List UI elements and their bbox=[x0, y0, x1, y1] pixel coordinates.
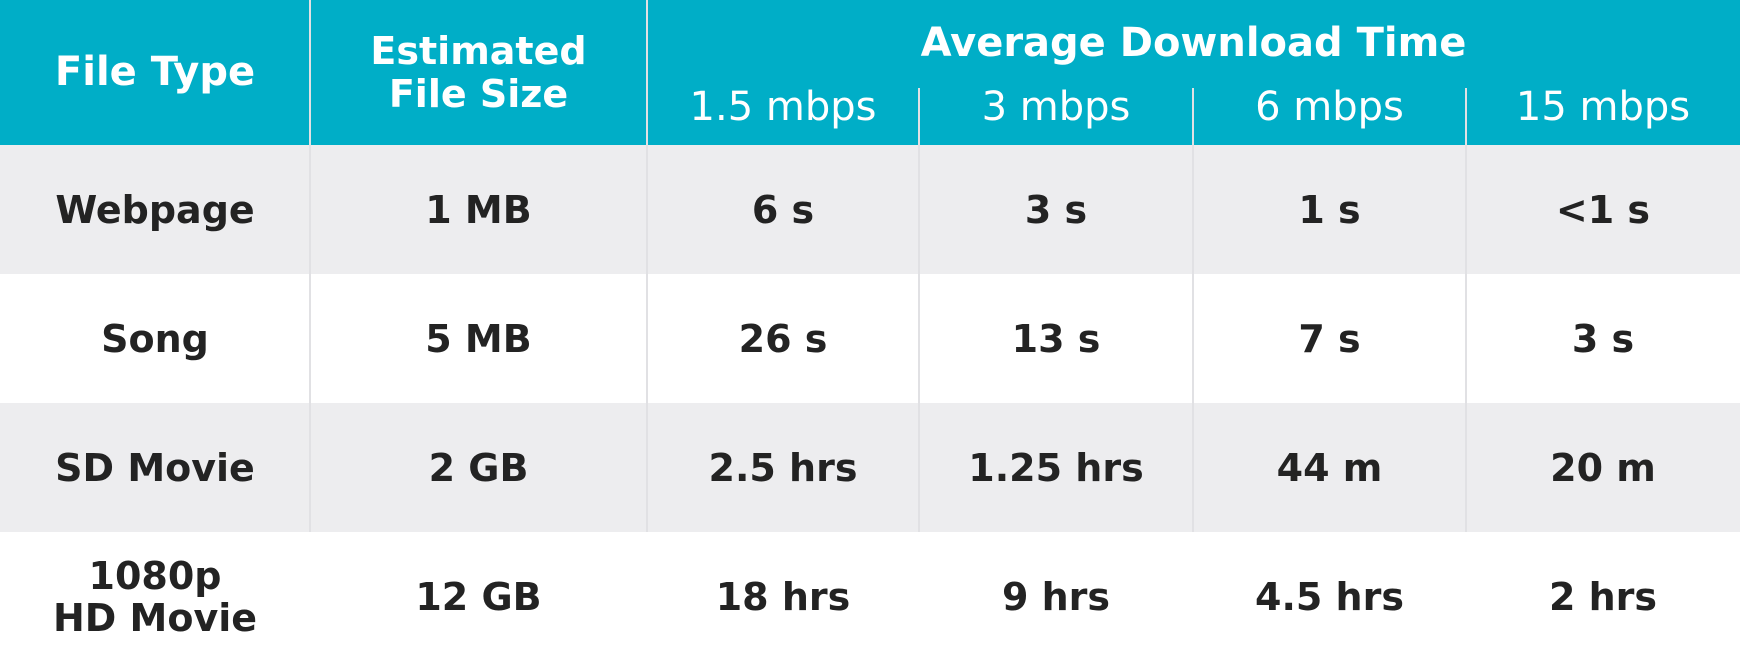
header-speed-3-mbps: 3 mbps bbox=[981, 83, 1131, 130]
header-speed-15-mbps: 15 mbps bbox=[1515, 83, 1691, 130]
cell-time-6-mbps: 4.5 hrs bbox=[1255, 574, 1404, 619]
cell-time-6-mbps: 44 m bbox=[1276, 445, 1383, 490]
cell-time-3-mbps: 13 s bbox=[1011, 316, 1101, 361]
header-average-download-time: Average Download Time bbox=[920, 19, 1467, 66]
column-divider-4 bbox=[1192, 88, 1194, 532]
table-row-webpage: Webpage 1 MB 6 s 3 s 1 s <1 s bbox=[0, 145, 1740, 274]
cell-time-1-5-mbps: 6 s bbox=[751, 187, 815, 232]
cell-time-1-5-mbps: 2.5 hrs bbox=[708, 445, 858, 490]
cell-file-size: 2 GB bbox=[428, 445, 529, 490]
cell-file-type: SD Movie bbox=[55, 445, 255, 490]
header-file-type: File Type bbox=[54, 49, 256, 95]
cell-time-3-mbps: 9 hrs bbox=[1001, 574, 1111, 619]
header-file-size-line1: Estimated bbox=[370, 28, 587, 73]
table-row-song: Song 5 MB 26 s 13 s 7 s 3 s bbox=[0, 274, 1740, 403]
table-header: File Type Estimated File Size Average Do… bbox=[0, 0, 1740, 145]
cell-time-15-mbps: 3 s bbox=[1571, 316, 1635, 361]
table-row-sd-movie: SD Movie 2 GB 2.5 hrs 1.25 hrs 44 m 20 m bbox=[0, 403, 1740, 532]
header-speed-6-mbps: 6 mbps bbox=[1255, 83, 1404, 130]
header-estimated-file-size: Estimated File Size bbox=[310, 0, 647, 145]
cell-time-15-mbps: 2 hrs bbox=[1548, 574, 1658, 619]
cell-time-3-mbps: 1.25 hrs bbox=[968, 445, 1144, 490]
cell-time-1-5-mbps: 26 s bbox=[738, 316, 828, 361]
cell-time-15-mbps: <1 s bbox=[1555, 187, 1651, 232]
cell-file-type: Song bbox=[101, 316, 209, 361]
cell-time-6-mbps: 1 s bbox=[1298, 187, 1361, 232]
cell-file-type: Webpage bbox=[55, 187, 255, 232]
column-divider-2 bbox=[646, 0, 648, 532]
cell-time-15-mbps: 20 m bbox=[1550, 445, 1656, 490]
header-file-size-line2: File Size bbox=[388, 71, 569, 116]
cell-time-1-5-mbps: 18 hrs bbox=[715, 574, 851, 619]
cell-file-size: 1 MB bbox=[425, 187, 532, 232]
cell-file-type: 1080p HD Movie bbox=[52, 553, 258, 640]
header-speed-1-5-mbps: 1.5 mbps bbox=[689, 83, 877, 130]
column-divider-1 bbox=[309, 0, 311, 532]
table-row-hd-movie: 1080p HD Movie 12 GB 18 hrs 9 hrs 4.5 hr… bbox=[0, 532, 1740, 661]
cell-time-6-mbps: 7 s bbox=[1298, 316, 1361, 361]
column-divider-3 bbox=[918, 88, 920, 532]
cell-file-size: 5 MB bbox=[425, 316, 532, 361]
column-divider-5 bbox=[1465, 88, 1467, 532]
cell-file-size: 12 GB bbox=[415, 574, 542, 619]
cell-time-3-mbps: 3 s bbox=[1024, 187, 1088, 232]
